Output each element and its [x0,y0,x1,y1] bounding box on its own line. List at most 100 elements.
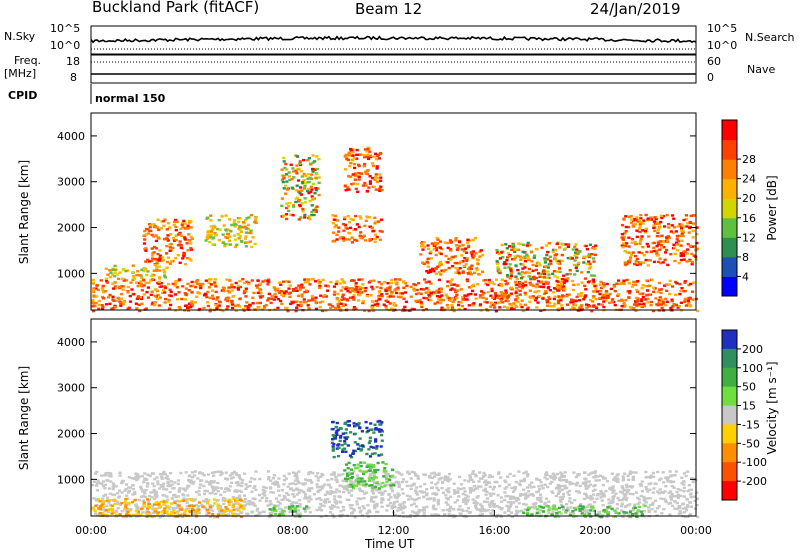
heatmap-cell [666,479,670,482]
heatmap-cell [655,303,659,306]
heatmap-cell [276,287,280,290]
heatmap-cell [564,243,568,246]
heatmap-cell [665,213,669,217]
heatmap-cell [297,499,302,502]
heatmap-cell [318,506,322,509]
heatmap-cell [373,470,377,474]
heatmap-cell [368,182,372,185]
heatmap-cell [103,483,107,487]
heatmap-cell [506,275,510,278]
heatmap-cell [362,472,366,476]
heatmap-cell [165,252,169,255]
heatmap-cell [409,295,413,298]
heatmap-cell [432,497,436,500]
heatmap-cell [266,504,270,507]
heatmap-cell [214,304,218,307]
heatmap-cell [227,501,231,505]
heatmap-cell [139,485,143,489]
heatmap-cell [469,267,474,271]
heatmap-cell [464,251,469,254]
heatmap-cell [342,487,346,490]
heatmap-cell [576,252,580,255]
heatmap-cell [284,213,289,216]
heatmap-cell [211,489,215,492]
heatmap-cell [460,304,464,308]
heatmap-cell [474,297,478,300]
heatmap-cell [573,498,577,502]
heatmap-cell [620,299,624,302]
heatmap-cell [459,483,464,486]
heatmap-cell [357,164,361,168]
heatmap-cell [124,506,128,509]
heatmap-cell [123,500,127,503]
heatmap-cell [569,307,573,311]
heatmap-cell [126,510,130,514]
heatmap-cell [493,303,497,306]
heatmap-cell [168,246,172,249]
heatmap-cell [228,218,232,221]
heatmap-cell [528,289,532,292]
heatmap-cell [565,480,569,483]
heatmap-cell [346,298,350,301]
heatmap-cell [425,297,429,300]
heatmap-cell [140,285,144,288]
heatmap-cell [299,193,303,196]
heatmap-cell [312,213,316,217]
heatmap-cell [517,272,521,275]
heatmap-cell [535,511,539,515]
heatmap-cell [371,446,376,449]
heatmap-cell [380,505,384,508]
heatmap-cell [274,497,278,500]
heatmap-cell [682,218,686,222]
heatmap-cell [180,234,184,237]
heatmap-cell [341,479,345,483]
heatmap-cell [461,296,465,299]
heatmap-cell [628,258,632,262]
heatmap-cell [499,476,503,479]
heatmap-cell [594,287,598,290]
heatmap-cell [503,479,507,482]
heatmap-cell [444,254,448,258]
heatmap-cell [345,498,349,501]
heatmap-cell [202,474,206,477]
heatmap-cell [429,298,433,302]
heatmap-cell [558,496,562,499]
heatmap-cell [384,463,388,466]
heatmap-cell [140,302,144,305]
heatmap-cell [562,289,566,292]
heatmap-cell [530,513,534,516]
heatmap-cell [189,247,193,250]
heatmap-cell [514,290,518,293]
heatmap-cell [210,228,214,231]
heatmap-cell [360,477,364,480]
heatmap-cell [384,307,388,310]
heatmap-cell [586,513,590,517]
heatmap-cell [448,239,452,242]
heatmap-cell [327,303,331,306]
heatmap-cell [353,288,357,291]
heatmap-cell [211,509,215,512]
heatmap-cell [560,304,564,307]
heatmap-cell [94,484,99,487]
heatmap-cell [266,283,270,286]
heatmap-cell [298,191,302,195]
heatmap-cell [172,500,177,503]
heatmap-cell [205,502,210,505]
heatmap-cell [473,473,477,476]
heatmap-cell [539,285,543,288]
heatmap-cell [97,303,101,307]
heatmap-cell [293,479,297,482]
heatmap-cell [368,477,372,480]
heatmap-cell [314,177,318,180]
heatmap-cell [667,226,671,229]
heatmap-cell [658,257,662,260]
heatmap-cell [99,474,104,477]
heatmap-cell [515,294,519,298]
heatmap-cell [151,257,155,260]
heatmap-cell [352,294,356,297]
heatmap-cell [232,234,236,237]
heatmap-cell [234,309,238,312]
heatmap-cell [470,285,474,288]
